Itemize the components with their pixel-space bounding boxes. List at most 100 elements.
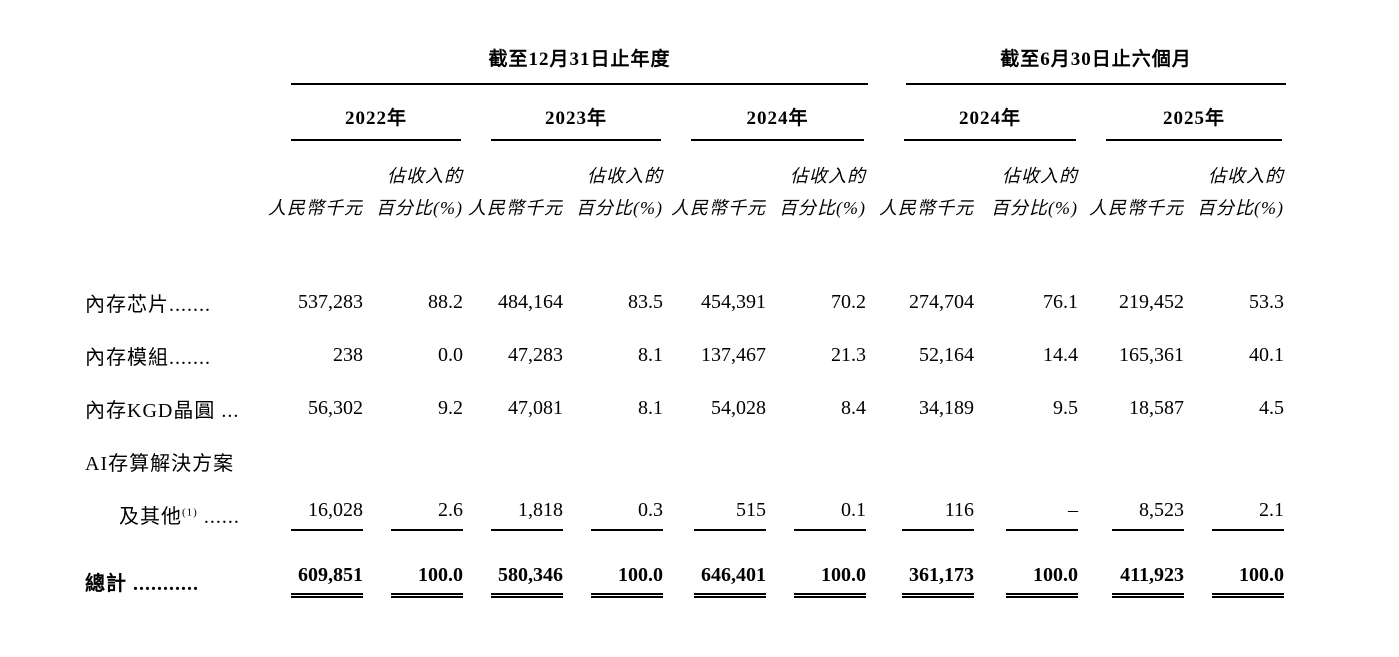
value-text: 2.1 <box>1212 499 1284 531</box>
value-text: 137,467 <box>701 344 766 366</box>
cell-value: 100.0 <box>976 541 1080 613</box>
row-label: 及其他(1) ...... <box>119 506 240 528</box>
cell-value: 238 <box>265 329 365 382</box>
cell-value: 100.0 <box>1186 541 1286 613</box>
value-text: 16,028 <box>291 499 363 531</box>
value-text: 76.1 <box>1043 291 1078 313</box>
period-group-row: 截至12月31日止年度 截至6月30日止六個月 <box>85 44 1286 85</box>
value-text: 100.0 <box>1212 564 1284 598</box>
cell-value <box>768 435 868 488</box>
value-text: 609,851 <box>291 564 363 598</box>
cell-value: 646,401 <box>665 541 768 613</box>
subheader-percentage: 佔收入的 百分比(%) <box>768 141 868 276</box>
value-text: 646,401 <box>694 564 766 598</box>
cell-value: 34,189 <box>878 382 976 435</box>
cell-value: 0.1 <box>768 488 868 541</box>
table-row: AI存算解決方案 <box>85 435 1286 488</box>
cell-value: 116 <box>878 488 976 541</box>
cell-value: 219,452 <box>1080 276 1186 329</box>
value-text: 100.0 <box>391 564 463 598</box>
value-text: 53.3 <box>1249 291 1284 313</box>
column-spacer <box>868 541 878 613</box>
table-row: 內存模組....... 238 0.0 47,283 8.1 137,467 21.3 52,… <box>85 329 1286 382</box>
cell-value: 56,302 <box>265 382 365 435</box>
cell-value: 76.1 <box>976 276 1080 329</box>
cell-value: 88.2 <box>365 276 465 329</box>
period-group-cell-interim: 截至6月30日止六個月 <box>878 44 1286 85</box>
cell-value: 580,346 <box>465 541 565 613</box>
cell-value: 1,818 <box>465 488 565 541</box>
value-text: 21.3 <box>831 344 866 366</box>
subheader-percentage: 佔收入的 百分比(%) <box>1186 141 1286 276</box>
subheader-percentage: 佔收入的 百分比(%) <box>976 141 1080 276</box>
subheader-amount: 人民幣千元 <box>268 197 363 218</box>
cell-value: 4.5 <box>1186 382 1286 435</box>
period-header-interim: 截至6月30日止六個月 <box>906 44 1286 85</box>
cell-value: 274,704 <box>878 276 976 329</box>
value-text: 14.4 <box>1043 344 1078 366</box>
row-label: AI存算解決方案 <box>85 453 235 475</box>
value-text: 9.2 <box>438 397 463 419</box>
cell-value: 361,173 <box>878 541 976 613</box>
cell-value <box>365 435 465 488</box>
cell-value: 2.1 <box>1186 488 1286 541</box>
subheader-pct-line2: 百分比(%) <box>1197 197 1284 218</box>
value-text: 0.1 <box>794 499 866 531</box>
value-text: 70.2 <box>831 291 866 313</box>
column-spacer <box>868 382 878 435</box>
cell-value: 53.3 <box>1186 276 1286 329</box>
value-text: 238 <box>333 344 363 366</box>
value-text: 219,452 <box>1119 291 1184 313</box>
row-label: 內存KGD晶圓 ... <box>85 400 240 422</box>
year-header-row: 2022年 2023年 2024年 2024年 2025年 <box>85 85 1286 141</box>
table-row: 內存KGD晶圓 ... 56,302 9.2 47,081 8.1 54,028 8.4 34… <box>85 382 1286 435</box>
value-text: 54,028 <box>711 397 766 419</box>
cell-value: 100.0 <box>768 541 868 613</box>
value-text: 4.5 <box>1259 397 1284 419</box>
empty-corner-cell <box>85 44 265 85</box>
cell-value: 137,467 <box>665 329 768 382</box>
value-text: 56,302 <box>308 397 363 419</box>
value-text: 274,704 <box>909 291 974 313</box>
cell-value: 40.1 <box>1186 329 1286 382</box>
value-text: 537,283 <box>298 291 363 313</box>
cell-value <box>976 435 1080 488</box>
cell-value: 8.1 <box>565 382 665 435</box>
cell-value: 21.3 <box>768 329 868 382</box>
cell-value: 83.5 <box>565 276 665 329</box>
value-text: 0.3 <box>591 499 663 531</box>
cell-value: 537,283 <box>265 276 365 329</box>
subheader-amount: 人民幣千元 <box>468 197 563 218</box>
footnote-marker: (1) <box>182 506 198 519</box>
cell-value: 16,028 <box>265 488 365 541</box>
value-text: 116 <box>902 499 974 531</box>
cell-value: 165,361 <box>1080 329 1186 382</box>
cell-value: 70.2 <box>768 276 868 329</box>
cell-value: 515 <box>665 488 768 541</box>
cell-value: 54,028 <box>665 382 768 435</box>
table-body: 內存芯片....... 537,283 88.2 484,164 83.5 454,391… <box>85 276 1286 613</box>
cell-value: 14.4 <box>976 329 1080 382</box>
value-text: 100.0 <box>1006 564 1078 598</box>
year-header-2025-interim: 2025年 <box>1106 85 1282 141</box>
cell-value: 484,164 <box>465 276 565 329</box>
row-label: 內存芯片....... <box>85 294 211 316</box>
year-cell: 2024年 <box>878 85 1080 141</box>
cell-value <box>1186 435 1286 488</box>
value-text: 52,164 <box>919 344 974 366</box>
column-spacer <box>868 488 878 541</box>
cell-value: 411,923 <box>1080 541 1186 613</box>
cell-value: 9.2 <box>365 382 465 435</box>
cell-value: 52,164 <box>878 329 976 382</box>
value-text: 0.0 <box>438 344 463 366</box>
value-text: 2.6 <box>391 499 463 531</box>
column-spacer <box>868 44 878 85</box>
column-spacer <box>868 435 878 488</box>
year-cell: 2025年 <box>1080 85 1286 141</box>
column-spacer <box>868 276 878 329</box>
cell-value: 18,587 <box>1080 382 1186 435</box>
table-row: 及其他(1) ...... 16,028 2.6 1,818 0.3 515 0.1 116–… <box>85 488 1286 541</box>
subheader-pct-line2: 百分比(%) <box>576 197 663 218</box>
value-text: 83.5 <box>628 291 663 313</box>
cell-value <box>565 435 665 488</box>
